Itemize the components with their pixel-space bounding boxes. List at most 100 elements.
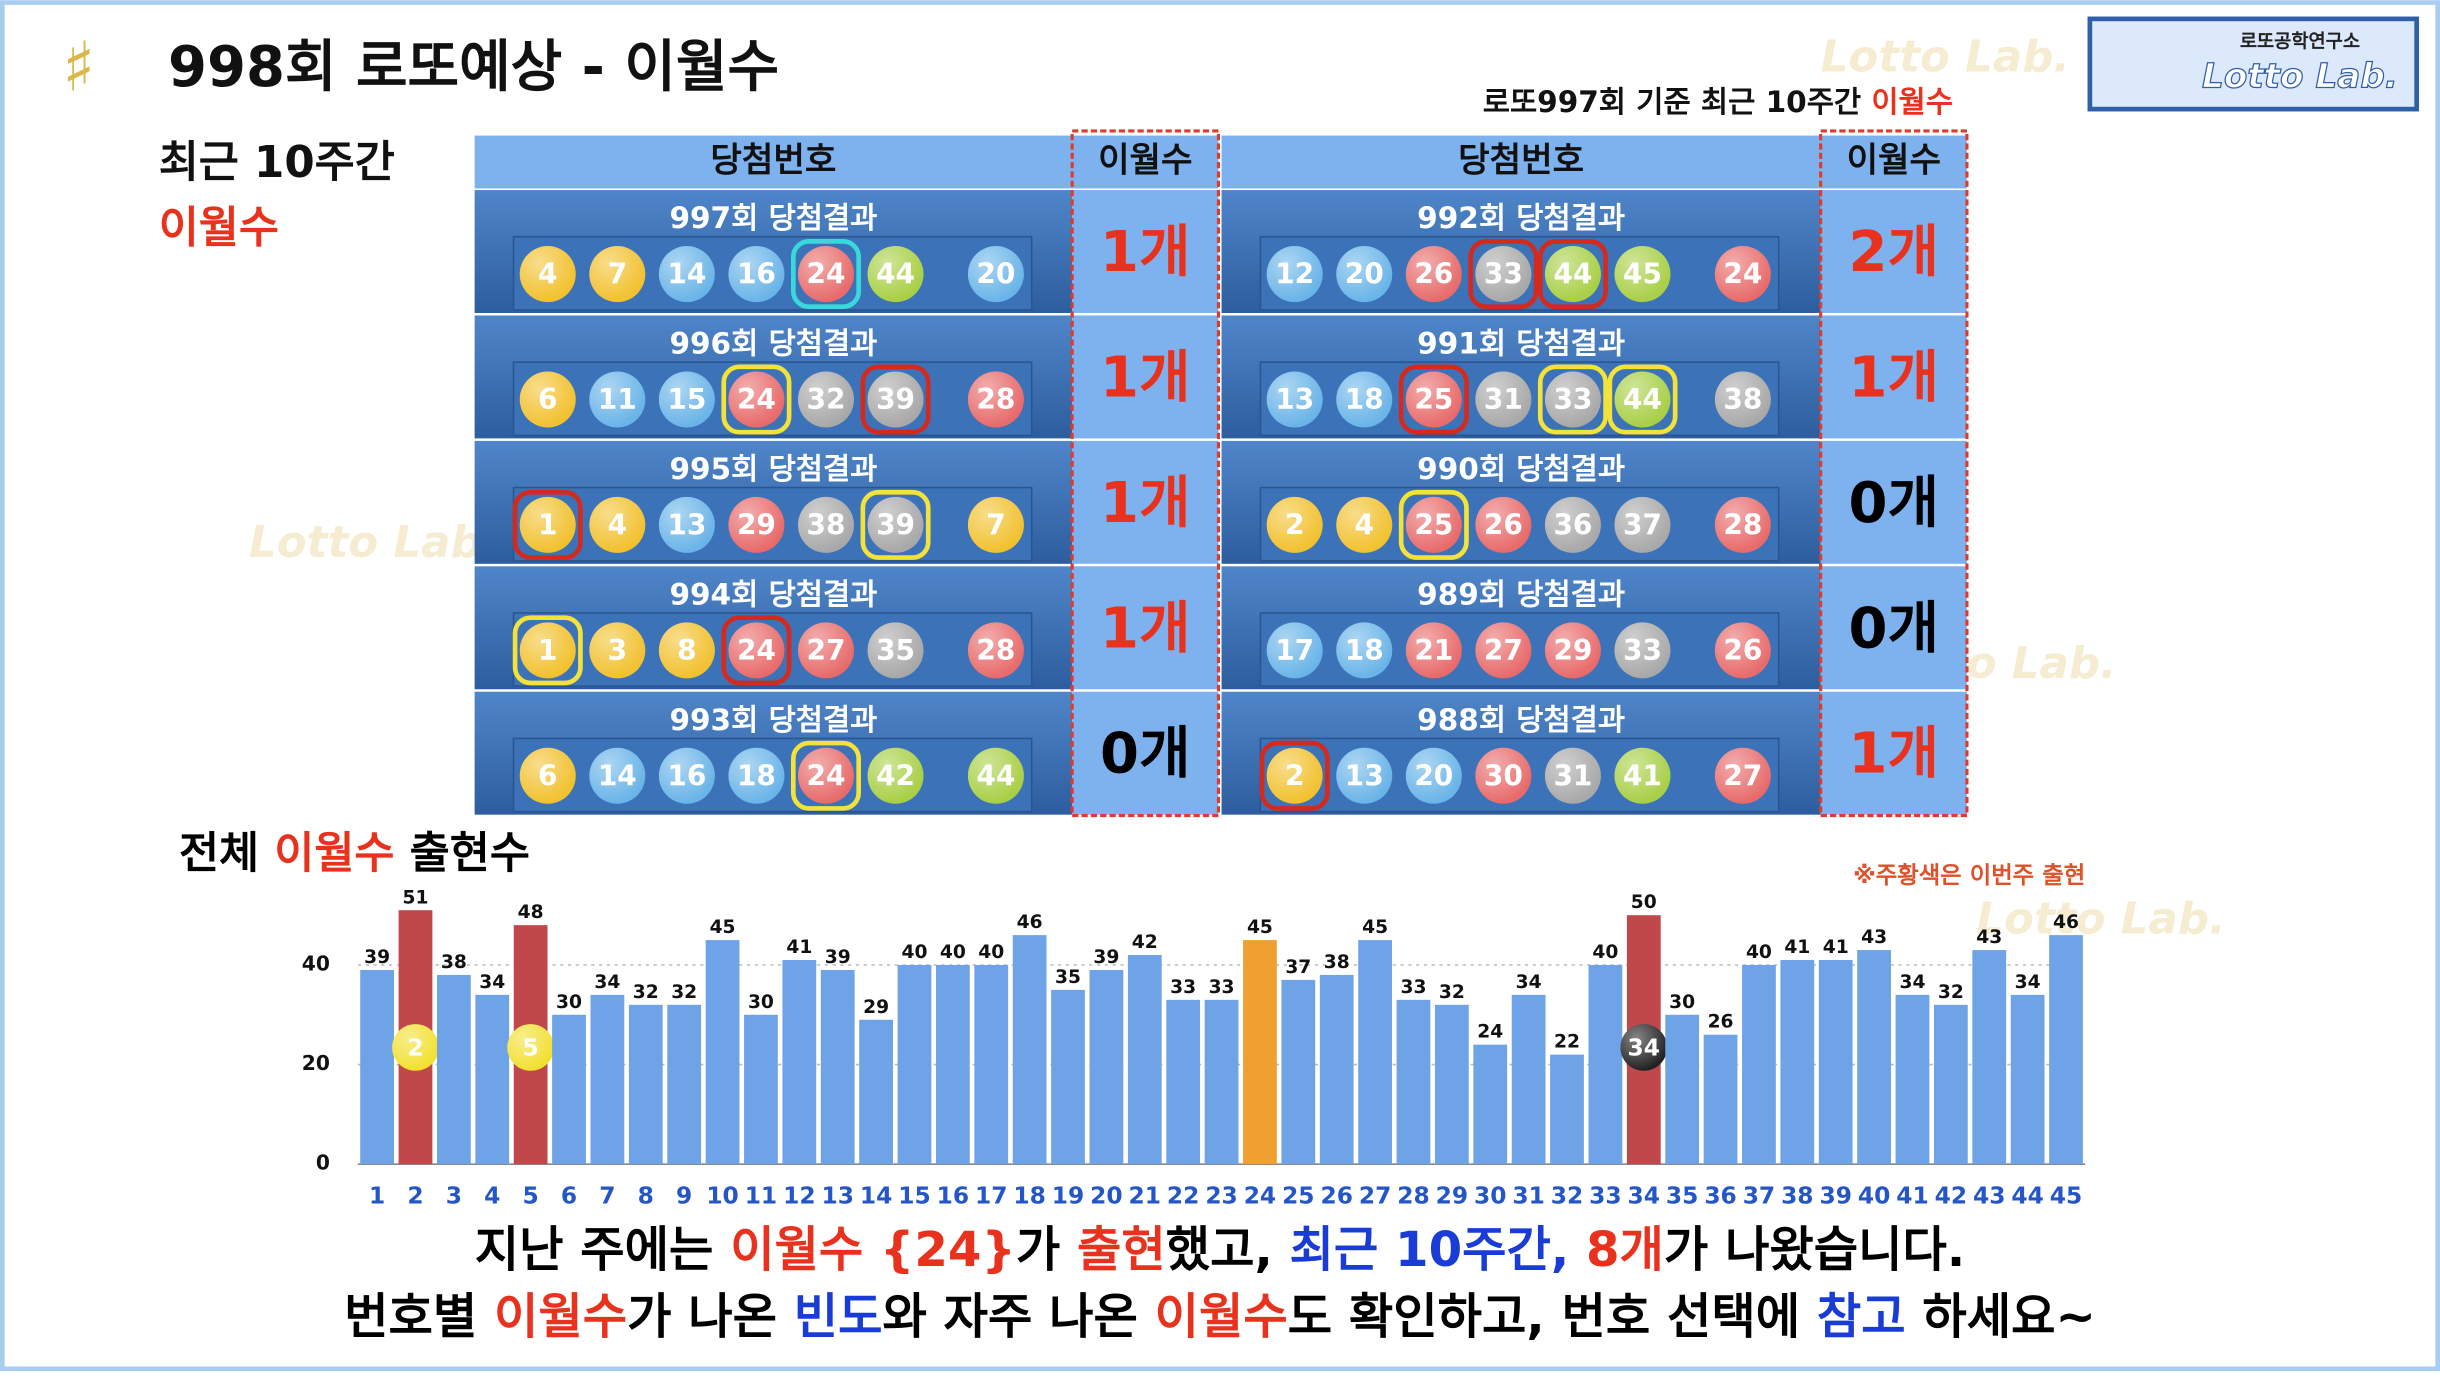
ball-ring bbox=[1398, 489, 1469, 560]
x-tick-label: 33 bbox=[1589, 1181, 1621, 1209]
footer-part: 가 bbox=[1016, 1222, 1077, 1278]
x-tick-label: 39 bbox=[1819, 1181, 1851, 1209]
ball-shine bbox=[1266, 496, 1323, 553]
ball-shine bbox=[967, 622, 1024, 679]
ball-shine bbox=[1266, 246, 1323, 303]
bar bbox=[1051, 989, 1085, 1165]
value-label: 33 bbox=[1170, 977, 1196, 998]
ball-number: 1 bbox=[538, 634, 557, 667]
ball-shine bbox=[1614, 747, 1671, 804]
footer-line: 지난 주에는 이월수 {24}가 출현했고, 최근 10주간, 8개가 나왔습니… bbox=[475, 1222, 1965, 1278]
footer-part: 하세요~ bbox=[1906, 1289, 2096, 1345]
x-tick-label: 13 bbox=[821, 1181, 853, 1209]
ball-number: 14 bbox=[667, 258, 706, 291]
ball-shine bbox=[797, 371, 854, 428]
ball-number: 24 bbox=[737, 383, 776, 416]
x-tick-label: 8 bbox=[638, 1181, 654, 1209]
x-tick-label: 18 bbox=[1013, 1181, 1045, 1209]
ball-shine bbox=[728, 622, 785, 679]
chart-title-part: 전체 bbox=[179, 829, 274, 879]
value-label: 30 bbox=[748, 992, 774, 1013]
footer-part: 가 나온 bbox=[627, 1289, 794, 1345]
value-label: 46 bbox=[1017, 912, 1043, 933]
value-label: 34 bbox=[2015, 972, 2041, 993]
basis-text: 로또997회 기준 최근 10주간 bbox=[1483, 84, 1872, 118]
header-bar bbox=[1221, 135, 1967, 189]
ball-number: 16 bbox=[667, 759, 706, 792]
footer-part: 가 나왔습니다. bbox=[1664, 1222, 1965, 1278]
count-cell bbox=[1072, 315, 1219, 439]
ball-shine bbox=[967, 246, 1024, 303]
ball-shine bbox=[658, 747, 715, 804]
chart-title-part: 출현수 bbox=[395, 829, 530, 879]
ball-number: 4 bbox=[1355, 508, 1374, 541]
round-label: 994회 당첨결과 bbox=[669, 577, 877, 611]
ball-ring bbox=[1398, 364, 1469, 435]
ball-shine bbox=[728, 747, 785, 804]
footer-part: 참고 bbox=[1817, 1289, 1906, 1345]
ball-ring bbox=[1537, 239, 1608, 310]
ball-shine bbox=[1544, 371, 1601, 428]
value-label: 34 bbox=[1516, 972, 1542, 993]
ball-number: 7 bbox=[608, 258, 627, 291]
ball-number: 38 bbox=[807, 508, 846, 541]
bar bbox=[2049, 935, 2083, 1165]
ball-ring bbox=[1607, 364, 1678, 435]
carry-count: 1개 bbox=[1100, 345, 1191, 410]
bar bbox=[1550, 1054, 1584, 1165]
ball-shine bbox=[1614, 246, 1671, 303]
ball-number: 44 bbox=[976, 759, 1015, 792]
x-tick-label: 34 bbox=[1628, 1181, 1660, 1209]
value-label: 43 bbox=[1976, 927, 2002, 948]
ball-ring bbox=[790, 239, 862, 310]
ball-number: 44 bbox=[1623, 383, 1662, 416]
bar bbox=[744, 1014, 778, 1165]
ball-number: 34 bbox=[1628, 1034, 1660, 1062]
ball-ring bbox=[790, 740, 862, 811]
chart-note: ※주황색은 이번주 출현 bbox=[1853, 861, 2085, 889]
ball-number: 27 bbox=[807, 634, 846, 667]
value-label: 40 bbox=[901, 942, 927, 963]
ball-number: 12 bbox=[1275, 258, 1314, 291]
ball-shine bbox=[797, 622, 854, 679]
basis: 로또997회 기준 최근 10주간 이월수 bbox=[1483, 84, 1953, 118]
ball-number: 20 bbox=[976, 258, 1015, 291]
footer-part: 8개 bbox=[1586, 1222, 1664, 1278]
ball-shine bbox=[867, 496, 924, 553]
bar bbox=[1281, 979, 1316, 1165]
x-tick-label: 36 bbox=[1704, 1181, 1736, 1209]
column-header: 이월수 bbox=[1098, 141, 1192, 181]
bar bbox=[1243, 940, 1277, 1165]
bar bbox=[1434, 1004, 1469, 1165]
y-tick-label: 20 bbox=[302, 1051, 330, 1075]
footer-part: 빈도 bbox=[794, 1289, 883, 1345]
ball-shine bbox=[589, 622, 646, 679]
ball-number: 4 bbox=[538, 258, 557, 291]
x-tick-label: 14 bbox=[860, 1181, 892, 1209]
value-label: 32 bbox=[1938, 982, 1964, 1003]
x-tick-label: 44 bbox=[2011, 1181, 2043, 1209]
watermark: Lotto Lab. bbox=[249, 518, 498, 568]
ball-shine bbox=[1336, 371, 1393, 428]
ball-number: 30 bbox=[1484, 759, 1523, 792]
side-highlight: 이월수 bbox=[159, 204, 279, 254]
ball-shine bbox=[1544, 246, 1601, 303]
ball-shine bbox=[797, 246, 854, 303]
bar bbox=[1204, 999, 1239, 1165]
ball-number: 44 bbox=[876, 258, 915, 291]
bar bbox=[782, 960, 817, 1165]
x-tick-label: 37 bbox=[1743, 1181, 1775, 1209]
x-tick-label: 26 bbox=[1320, 1181, 1352, 1209]
title: 998회 로또예상 - 이월수 bbox=[168, 35, 779, 100]
round-label: 991회 당첨결과 bbox=[1417, 327, 1625, 361]
bar bbox=[1818, 960, 1853, 1165]
value-label: 41 bbox=[1823, 937, 1849, 958]
ball-number: 24 bbox=[1723, 258, 1762, 291]
ball-shine bbox=[589, 496, 646, 553]
ball-shine bbox=[1714, 496, 1771, 553]
ball-number: 41 bbox=[1623, 759, 1662, 792]
value-label: 40 bbox=[1746, 942, 1772, 963]
ball-number: 29 bbox=[737, 508, 776, 541]
ball-ring bbox=[512, 615, 583, 686]
